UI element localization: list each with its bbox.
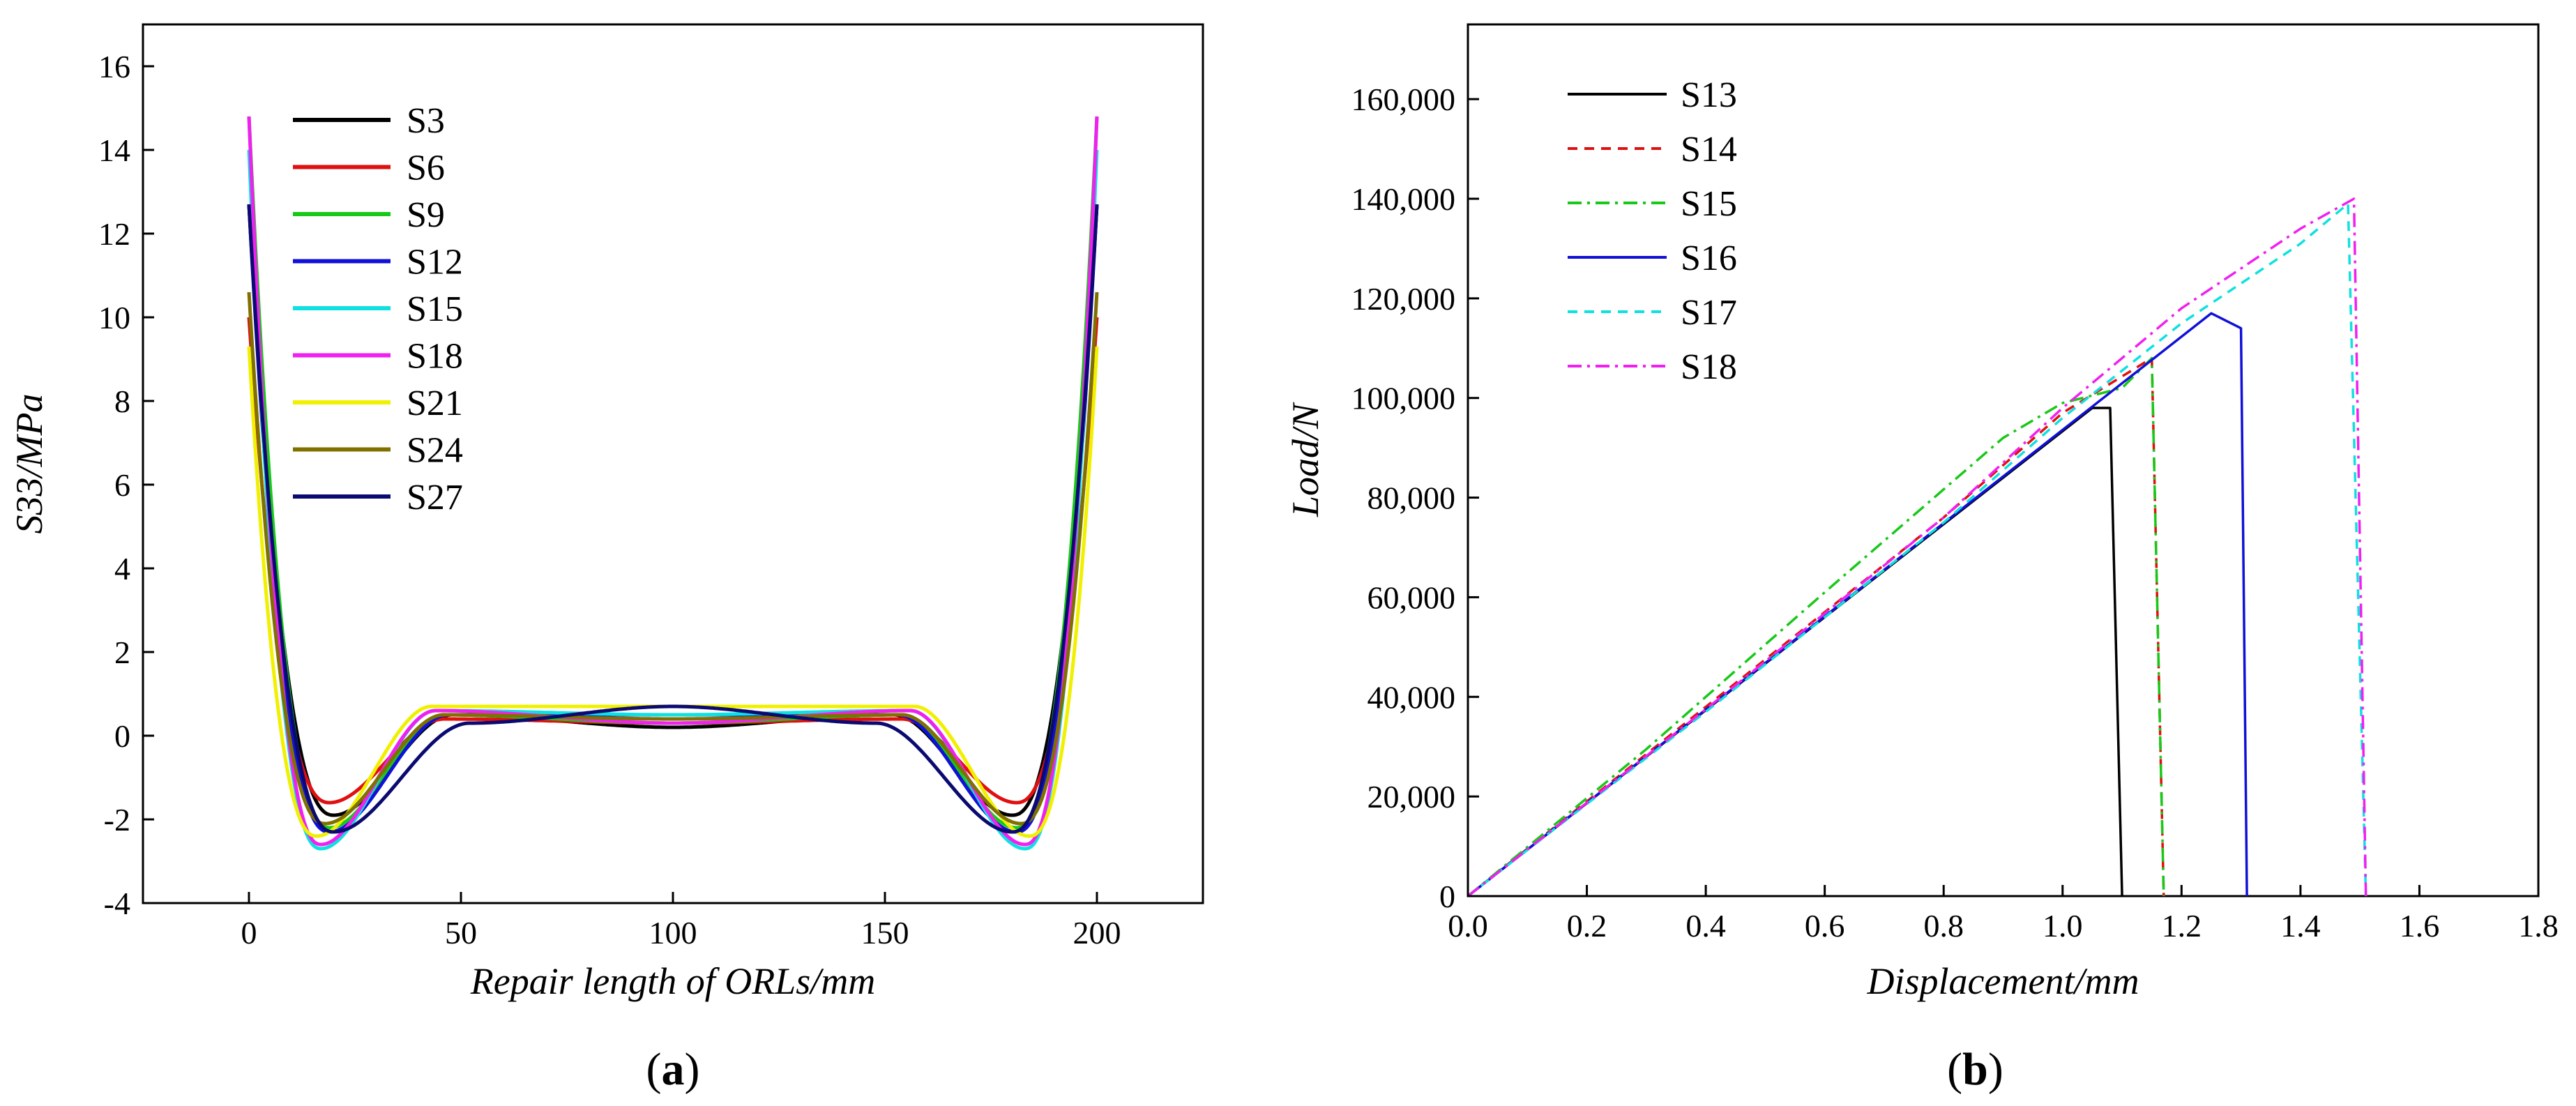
- panel-a-series-group: [247, 116, 1099, 851]
- panel-a-caption-letter: a: [662, 1044, 685, 1095]
- panel-b-ticks: 0.0 0.2 0.4 0.6 0.8 1.0 1.2 1.4 1.6 1.8 0 20,000 40,…: [1351, 82, 2559, 944]
- a-y-tick-label: 4: [114, 551, 130, 586]
- series-line-s6: [247, 317, 1099, 805]
- b-y-tick-label: 40,000: [1367, 679, 1456, 715]
- b-y-tick-label: 60,000: [1367, 579, 1456, 615]
- series-line-s18: [1467, 197, 2367, 897]
- legend-label-s21: S21: [407, 384, 463, 423]
- series-line-s15: [247, 149, 1099, 851]
- b-y-tick-label: 100,000: [1351, 381, 1456, 416]
- legend-label-s9: S9: [407, 195, 445, 235]
- panel-a-x-axis-label: Repair length of ORLs/mm: [470, 960, 875, 1002]
- legend-label-s3: S3: [407, 101, 445, 141]
- panel-b-plot-frame: [1467, 23, 2540, 897]
- legend-label-s17: S17: [1681, 293, 1737, 333]
- legend-label-s12: S12: [407, 243, 463, 282]
- a-y-tick-label: 14: [98, 132, 130, 168]
- b-x-tick-label: 1.2: [2162, 908, 2202, 944]
- series-line-s14: [1467, 356, 2165, 897]
- panel-a-y-axis-label: S33/MPa: [8, 394, 50, 534]
- legend-label-s13: S13: [1681, 75, 1737, 115]
- series-line-s21: [247, 346, 1099, 838]
- series-line-s18: [247, 116, 1099, 847]
- legend-label-s27: S27: [407, 478, 463, 517]
- b-x-tick-label: 1.8: [2518, 908, 2559, 944]
- a-y-tick-label: 2: [114, 635, 130, 670]
- a-y-tick-label: 6: [114, 467, 130, 503]
- b-x-tick-label: 1.6: [2400, 908, 2440, 944]
- panel-b-series-group: [1467, 197, 2367, 897]
- panel-b-caption: (b): [1947, 1044, 2003, 1095]
- a-y-tick-label: 12: [98, 216, 130, 252]
- a-y-tick-label: -2: [104, 802, 130, 838]
- panel-a-ticks: 0 50 100 150 200 -4 -2 0 2 4 6 8 10 12 14 16: [98, 49, 1121, 950]
- series-line-s16: [1467, 312, 2248, 897]
- legend-label-s18: S18: [1681, 347, 1737, 387]
- a-y-tick-label: 0: [114, 718, 130, 754]
- a-y-tick-label: 8: [114, 384, 130, 419]
- b-x-tick-label: 0.4: [1685, 908, 1726, 944]
- panel-a-caption: (a): [646, 1044, 700, 1095]
- b-y-tick-label: 160,000: [1351, 82, 1456, 117]
- b-x-tick-label: 0.2: [1567, 908, 1607, 944]
- b-x-tick-label: 0.6: [1805, 908, 1845, 944]
- legend-label-s16: S16: [1681, 238, 1737, 278]
- legend-label-s14: S14: [1681, 130, 1737, 169]
- a-x-tick-label: 200: [1073, 915, 1121, 950]
- a-x-tick-label: 100: [649, 915, 697, 950]
- panel-b-caption-letter: b: [1962, 1044, 1988, 1095]
- a-y-tick-label: 16: [98, 49, 130, 84]
- b-x-tick-label: 0.8: [1923, 908, 1964, 944]
- legend-label-s6: S6: [407, 149, 445, 188]
- a-x-tick-label: 50: [445, 915, 477, 950]
- legend-label-s24: S24: [407, 431, 463, 471]
- b-x-tick-label: 0.0: [1448, 908, 1488, 944]
- b-y-tick-label: 80,000: [1367, 480, 1456, 516]
- series-line-s17: [1467, 202, 2367, 897]
- panel-b-x-axis-label: Displacement/mm: [1867, 960, 2139, 1002]
- a-x-tick-label: 150: [861, 915, 909, 950]
- b-x-tick-label: 1.0: [2043, 908, 2083, 944]
- panel-b-y-axis-label: Load/N: [1285, 402, 1326, 517]
- panel-a-legend: S3 S6 S9 S12 S15 S18 S21 S24 S27: [293, 101, 463, 517]
- legend-label-s15: S15: [1681, 184, 1737, 224]
- panel-b-legend: S13 S14 S15 S16 S17 S18: [1568, 75, 1737, 387]
- series-line-s9: [247, 116, 1099, 830]
- b-y-tick-label: 0: [1439, 879, 1455, 914]
- series-line-s13: [1467, 407, 2123, 897]
- series-line-s12: [247, 204, 1099, 834]
- legend-label-s18: S18: [407, 337, 463, 377]
- b-y-tick-label: 20,000: [1367, 779, 1456, 815]
- a-x-tick-label: 0: [241, 915, 257, 950]
- series-line-s27: [247, 204, 1099, 834]
- b-y-tick-label: 120,000: [1351, 281, 1456, 317]
- series-line-s24: [247, 291, 1099, 826]
- a-y-tick-label: 10: [98, 300, 130, 335]
- a-y-tick-label: -4: [104, 886, 130, 921]
- panel-b-chart: 0.0 0.2 0.4 0.6 0.8 1.0 1.2 1.4 1.6 1.8 0 20,000 40,…: [1285, 23, 2559, 1095]
- b-x-tick-label: 1.4: [2280, 908, 2321, 944]
- b-y-tick-label: 140,000: [1351, 181, 1456, 217]
- legend-label-s15: S15: [407, 289, 463, 329]
